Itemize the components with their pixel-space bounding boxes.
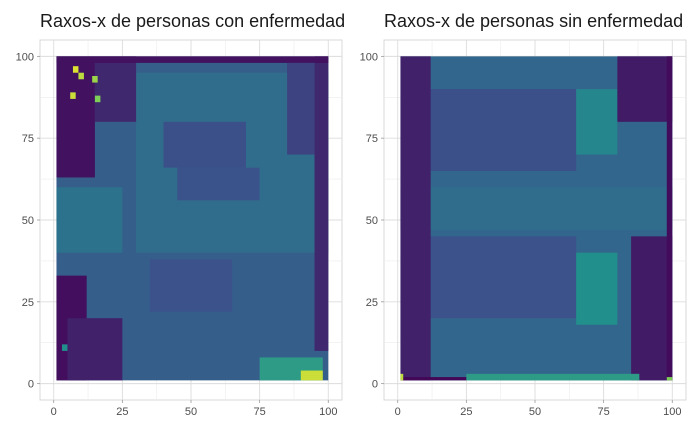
heatmap-cell [576,89,618,155]
heatmap-cell [631,236,673,381]
y-tick-label: 0 [372,379,378,391]
x-tick-label: 75 [254,406,266,418]
heatmap-cell [67,318,123,381]
heatmap-cell [400,377,467,381]
x-tick-label: 75 [598,406,610,418]
heatmap-cell [78,72,84,80]
heatmap-image [400,56,673,381]
heatmap-cell [576,252,618,325]
x-tick-label: 0 [395,406,401,418]
panel-1: Raxos-x de personas con enfermedad 0 25 50 7… [16,11,346,418]
heatmap-cell [300,370,323,381]
heatmap-cell [149,259,233,312]
heatmap-cell [666,377,673,381]
heatmap-cell [94,95,101,103]
heatmap-cell [314,56,329,351]
heatmap-cell [70,92,76,99]
y-tick-label: 25 [366,297,378,309]
heatmap-cell [92,76,98,83]
heatmap-cell [56,56,329,63]
heatmap-cell [61,344,68,351]
y-tick-label: 75 [22,133,34,145]
y-tick-label: 75 [366,133,378,145]
x-tick-label: 100 [319,406,337,418]
heatmap-cell [400,56,431,381]
heatmap-cell [466,373,640,381]
chart-title: Raxos-x de personas con enfermedad [40,11,345,31]
chart-title: Raxos-x de personas sin enfermedad [384,11,683,31]
x-tick-label: 25 [116,406,128,418]
heatmap-cell [56,56,95,178]
heatmap-cell [94,56,137,122]
heatmap-cell [617,56,673,122]
heatmap-cell [400,187,673,230]
panel-2: Raxos-x de personas sin enfermedad 0 25 50 7… [360,11,687,418]
heatmap-cell [666,56,673,381]
y-tick-label: 50 [366,215,378,227]
heatmap-cell [163,121,246,168]
heatmap-cell [287,62,315,155]
x-tick-label: 50 [529,406,541,418]
heatmap-cell [400,373,404,381]
y-tick-label: 100 [360,51,378,63]
heatmap-cell [425,236,577,319]
heatmap-cell [177,167,260,201]
y-tick-label: 0 [28,379,34,391]
x-tick-label: 0 [51,406,57,418]
x-tick-label: 100 [663,406,681,418]
y-tick-label: 100 [16,51,34,63]
x-tick-label: 25 [460,406,472,418]
y-tick-label: 25 [22,297,34,309]
x-tick-label: 50 [185,406,197,418]
y-tick-label: 50 [22,215,34,227]
heatmap-cell [72,66,79,73]
heatmap-image [56,56,329,381]
heatmap-cell [425,89,577,171]
heatmap-cell [56,187,123,253]
